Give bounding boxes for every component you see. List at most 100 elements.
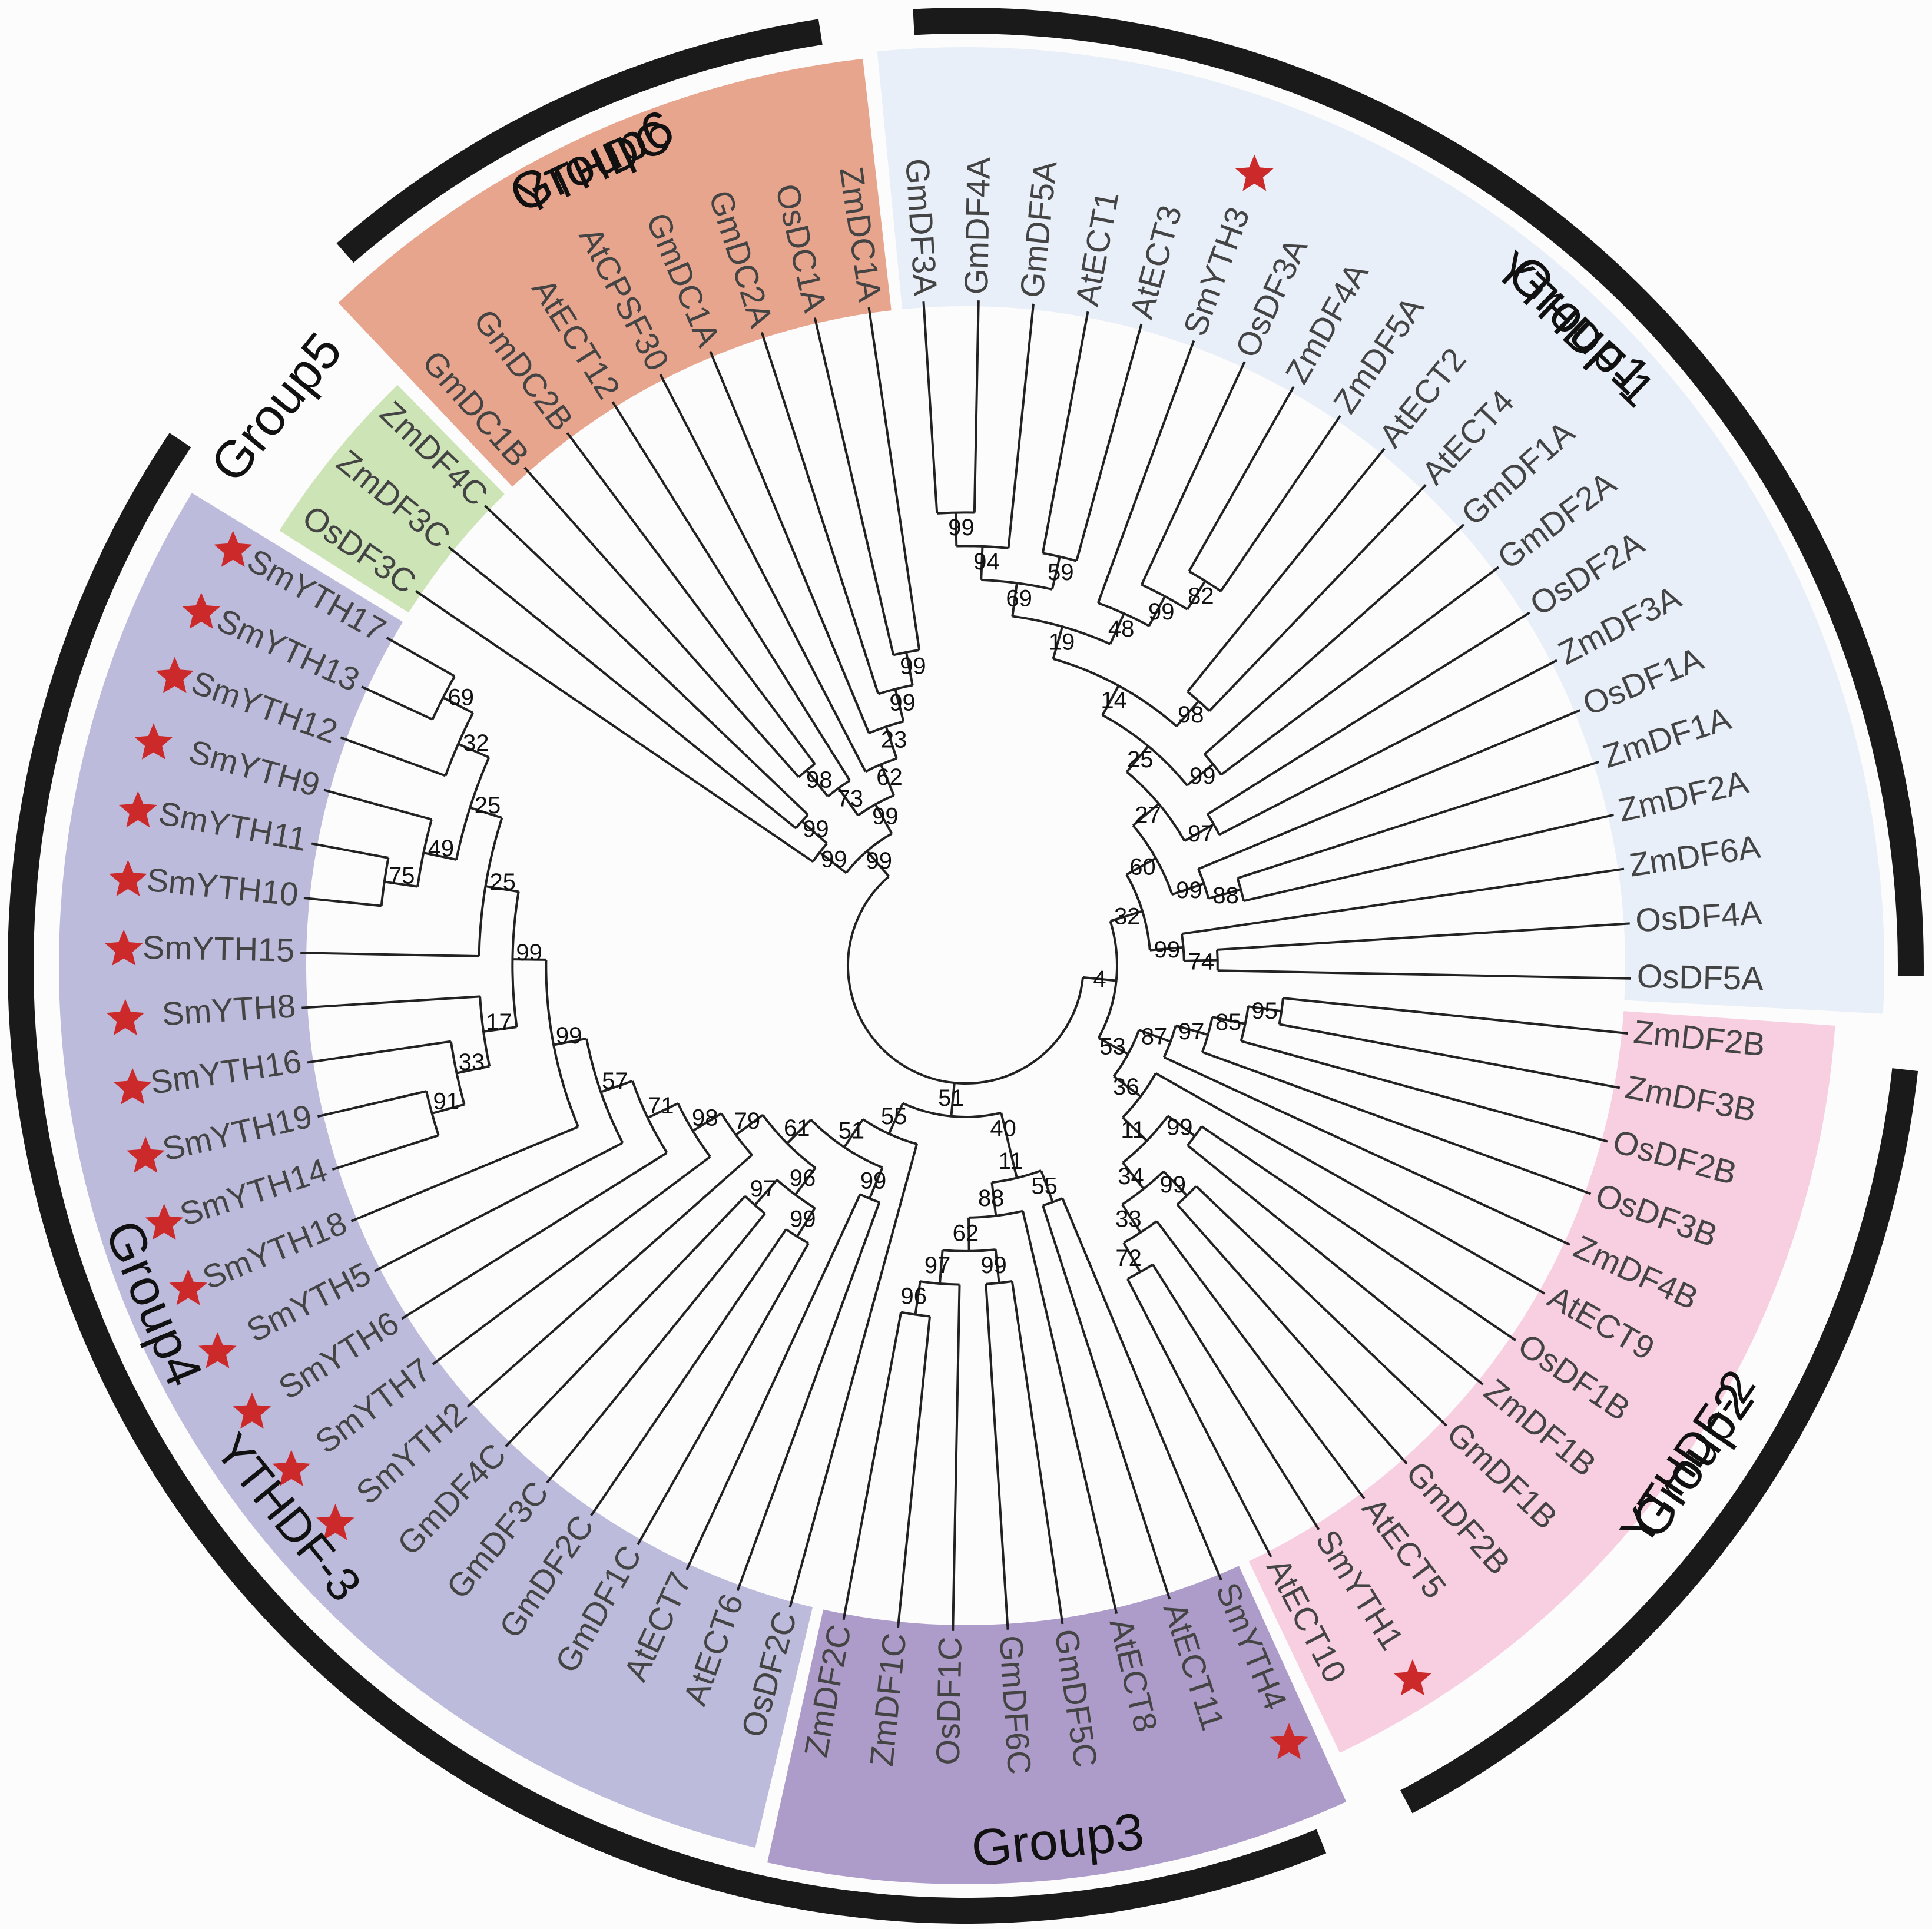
tree-branch — [1171, 882, 1205, 896]
bootstrap-value: 48 — [1108, 616, 1135, 642]
tree-arc — [545, 959, 579, 1128]
bootstrap-value: 14 — [1101, 688, 1127, 714]
tree-arc — [720, 1112, 753, 1156]
tree-branch — [546, 1212, 766, 1484]
bootstrap-value: 60 — [1129, 854, 1156, 880]
tree-arc — [416, 819, 433, 887]
tree-arc — [1132, 824, 1174, 895]
tree-branch — [685, 1194, 861, 1570]
tree-branch — [1237, 760, 1600, 880]
bootstrap-value: 99 — [1148, 599, 1175, 625]
tree-branch — [303, 896, 382, 907]
tree-branch — [469, 806, 503, 819]
tree-branch — [1195, 1185, 1447, 1427]
tree-arc — [1125, 874, 1151, 950]
tree-branch — [1152, 1264, 1320, 1530]
tree-branch — [1220, 566, 1500, 776]
bootstrap-value: 99 — [889, 690, 916, 716]
bootstrap-value: 96 — [790, 1165, 816, 1191]
tree-branch — [1011, 582, 1018, 617]
tree-branch — [1000, 1112, 1010, 1146]
tree-branch — [300, 952, 479, 958]
star-icon — [145, 1204, 184, 1240]
tree-branch — [754, 1179, 778, 1206]
tree-branch — [837, 787, 859, 816]
tree-branch — [1201, 1125, 1517, 1341]
bootstrap-value: 99 — [516, 940, 542, 966]
bootstrap-value: 11 — [999, 1148, 1023, 1174]
tree-branch — [1040, 1170, 1054, 1203]
clade-ring-ythdc — [336, 19, 823, 263]
bootstrap-value: 99 — [872, 803, 899, 829]
bootstrap-value: 97 — [750, 1176, 777, 1202]
tree-arc — [1162, 1025, 1177, 1058]
star-icon — [155, 657, 194, 694]
tree-arc — [1102, 714, 1188, 787]
tree-branch — [994, 1249, 1000, 1284]
bootstrap-value: 99 — [948, 515, 975, 541]
leaf-label: OsDF1C — [929, 1636, 969, 1765]
bootstrap-value: 99 — [860, 1168, 887, 1194]
tree-branch — [813, 317, 895, 655]
tree-branch — [1186, 580, 1207, 610]
tree-branch — [1163, 1056, 1570, 1246]
tree-branch — [361, 685, 433, 721]
tree-branch — [1010, 1281, 1064, 1625]
tree-branch — [843, 1118, 864, 1148]
tree-branch — [1186, 763, 1214, 787]
tree-arc — [511, 891, 520, 1028]
tree-branch — [442, 696, 474, 714]
tree-arc — [455, 757, 491, 860]
bootstrap-value: 32 — [1114, 903, 1141, 929]
tree-arc — [937, 511, 975, 515]
tree-branch — [884, 726, 898, 759]
tree-branch — [1082, 976, 1116, 982]
bootstrap-value: 99 — [1167, 1115, 1193, 1141]
tree-arc — [1215, 949, 1219, 971]
tree-branch — [735, 1114, 764, 1136]
tree-branch — [1075, 323, 1143, 562]
tree-branch — [1050, 556, 1061, 590]
tree-branch — [794, 1167, 817, 1196]
star-icon — [104, 929, 143, 966]
tree-branch — [523, 466, 800, 778]
bootstrap-value: 99 — [900, 654, 926, 680]
tree-branch — [1208, 888, 1241, 900]
tree-branch — [887, 1102, 904, 1135]
tree-branch — [1162, 1170, 1188, 1196]
tree-branch — [384, 880, 418, 888]
bootstrap-value: 23 — [881, 727, 907, 753]
bootstrap-value: 69 — [1006, 585, 1032, 611]
bootstrap-value: 99 — [980, 1252, 1007, 1278]
tree-arc — [1012, 615, 1111, 645]
bootstrap-value: 99 — [1160, 1172, 1187, 1198]
tree-branch — [600, 1080, 633, 1093]
tree-arc — [1098, 602, 1150, 627]
tree-branch — [1155, 1072, 1546, 1295]
star-icon — [134, 723, 173, 760]
tree-arc — [845, 833, 893, 874]
tree-branch — [1126, 857, 1156, 876]
group-band-g4 — [58, 493, 813, 1848]
tree-branch — [818, 851, 847, 874]
tree-branch — [868, 1167, 884, 1199]
bootstrap-value: 96 — [900, 1283, 927, 1309]
tree-arc — [920, 1280, 960, 1286]
tree-branch — [1122, 1162, 1145, 1190]
bootstrap-value: 27 — [1135, 802, 1161, 828]
tree-branch — [386, 637, 456, 678]
tree-branch — [1279, 1023, 1621, 1089]
tree-branch — [350, 1125, 579, 1222]
tree-branch — [1148, 595, 1167, 627]
tree-branch — [801, 820, 828, 845]
tree-branch — [374, 1142, 624, 1272]
tree-arc — [776, 1179, 816, 1209]
group-band-g1 — [877, 47, 1884, 1014]
tree-branch — [1098, 1037, 1129, 1055]
bootstrap-value: 99 — [556, 1023, 582, 1049]
tree-branch — [985, 1284, 1009, 1630]
star-icon — [169, 1269, 207, 1305]
tree-arc — [478, 817, 503, 957]
tree-branch — [709, 350, 870, 734]
bootstrap-value: 4 — [1093, 966, 1106, 992]
